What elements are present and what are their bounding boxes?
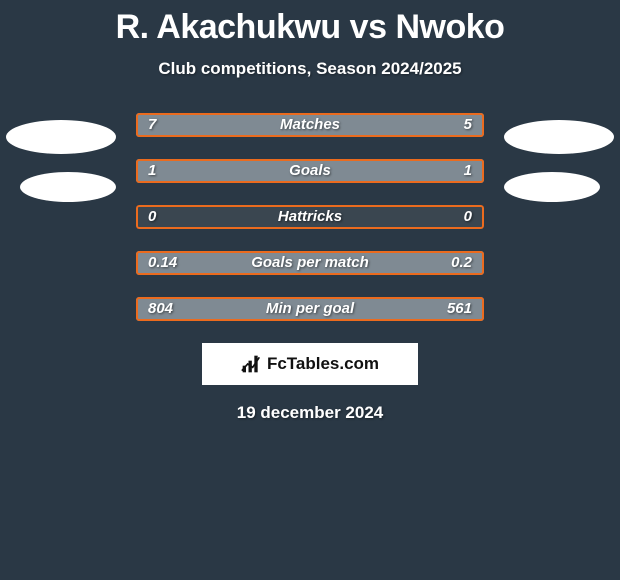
vs-label: vs	[350, 8, 387, 46]
stat-row: 0 0Hattricks	[136, 205, 484, 229]
stat-label: Hattricks	[136, 205, 484, 229]
stat-row: 804 561Min per goal	[136, 297, 484, 321]
brand-badge: FcTables.com	[202, 343, 418, 385]
bar-chart-icon	[241, 354, 261, 374]
player2-name: Nwoko	[395, 8, 504, 46]
stat-value-right: 0	[464, 205, 472, 229]
stat-value-left: 804	[148, 297, 173, 321]
stats-rows: 7 5Matches 1 1Goals 0 0Hattricks 0.14 0.2Goals …	[136, 113, 484, 321]
subtitle: Club competitions, Season 2024/2025	[0, 59, 620, 79]
avatar-right-bottom	[504, 172, 600, 202]
stat-value-left: 0	[148, 205, 156, 229]
date-stamp: 19 december 2024	[0, 403, 620, 423]
stat-row: 1 1Goals	[136, 159, 484, 183]
stat-label: Min per goal	[136, 297, 484, 321]
stat-label: Matches	[136, 113, 484, 137]
stat-label: Goals	[136, 159, 484, 183]
stat-value-right: 561	[447, 297, 472, 321]
stat-row: 0.14 0.2Goals per match	[136, 251, 484, 275]
stat-value-right: 1	[464, 159, 472, 183]
stat-value-right: 5	[464, 113, 472, 137]
stat-value-left: 0.14	[148, 251, 177, 275]
comparison-card: R. Akachukwu vs Nwoko Club competitions,…	[0, 0, 620, 580]
stat-label: Goals per match	[136, 251, 484, 275]
player1-name: R. Akachukwu	[116, 8, 341, 46]
brand-text: FcTables.com	[267, 354, 379, 374]
avatar-left-top	[6, 120, 116, 154]
stat-value-left: 1	[148, 159, 156, 183]
avatar-left-bottom	[20, 172, 116, 202]
stat-value-left: 7	[148, 113, 156, 137]
stat-row: 7 5Matches	[136, 113, 484, 137]
avatar-right-top	[504, 120, 614, 154]
page-title: R. Akachukwu vs Nwoko	[0, 0, 620, 47]
stat-value-right: 0.2	[451, 251, 472, 275]
